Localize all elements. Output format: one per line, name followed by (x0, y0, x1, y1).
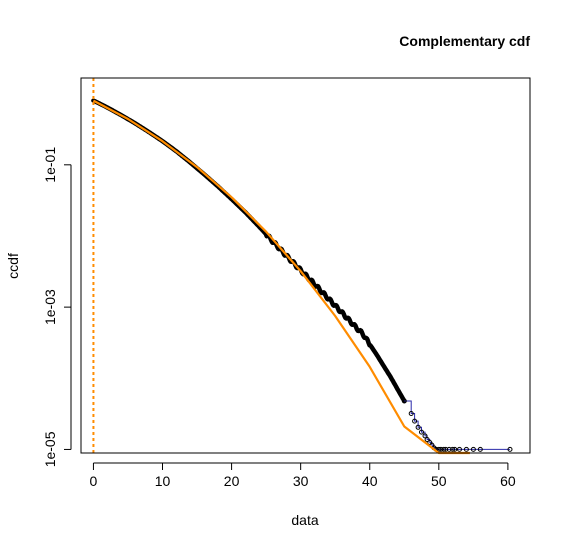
y-axis-label: ccdf (5, 253, 21, 279)
x-axis: 0 10 20 30 40 50 60 (90, 462, 516, 489)
ccdf-point (452, 446, 458, 452)
ccdf-point (507, 446, 513, 452)
ccdf-point (422, 433, 428, 439)
ccdf-point (424, 437, 430, 442)
y-tick-label: 1e-05 (42, 431, 58, 467)
chart-title: Complementary cdf (399, 33, 530, 49)
x-tick-label: 0 (90, 473, 98, 489)
x-tick-label: 10 (155, 473, 171, 489)
x-tick-label: 50 (431, 473, 447, 489)
ccdf-point (415, 424, 421, 430)
x-tick-label: 40 (362, 473, 378, 489)
x-axis-label: data (291, 512, 318, 528)
ccdf-point (450, 446, 456, 452)
ccdf-point (457, 446, 462, 452)
y-tick-label: 1e-03 (42, 289, 58, 325)
ccdf-point (446, 446, 452, 452)
ccdf-point (438, 446, 444, 452)
y-axis: 1e-01 1e-03 1e-05 (42, 147, 72, 467)
ccdf-point (419, 429, 424, 435)
ccdf-point (412, 418, 418, 424)
ccdf-point (401, 398, 407, 404)
plot-frame (80, 77, 531, 454)
ccdf-point (436, 446, 442, 452)
ccdf-point (441, 446, 447, 452)
x-tick-label: 30 (293, 473, 309, 489)
ccdf-point (463, 446, 469, 452)
x-tick-label: 20 (224, 473, 240, 489)
x-tick-label: 60 (500, 473, 516, 489)
y-tick-label: 1e-01 (42, 147, 58, 183)
ccdf-point (477, 446, 483, 452)
ccdf-point (470, 446, 476, 452)
ccdf-point (408, 411, 414, 416)
